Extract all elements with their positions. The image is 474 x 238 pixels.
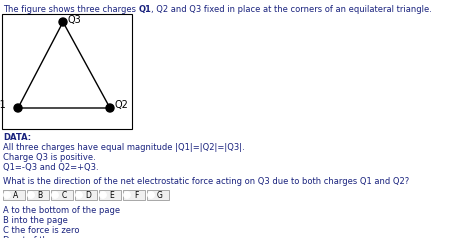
Text: The figure shows three charges: The figure shows three charges xyxy=(3,5,138,14)
Text: Q2: Q2 xyxy=(115,100,129,110)
Circle shape xyxy=(52,192,58,198)
Circle shape xyxy=(27,192,35,198)
Text: C: C xyxy=(61,190,67,199)
Circle shape xyxy=(3,192,10,198)
Text: , Q2 and Q3 fixed in place at the corners of an equilateral triangle.: , Q2 and Q3 fixed in place at the corner… xyxy=(152,5,432,14)
Circle shape xyxy=(147,192,155,198)
Text: All three charges have equal magnitude |Q1|=|Q2|=|Q3|.: All three charges have equal magnitude |… xyxy=(3,143,245,152)
Text: DATA:: DATA: xyxy=(3,133,31,142)
Text: B into the page: B into the page xyxy=(3,216,68,225)
Text: F: F xyxy=(134,190,138,199)
Text: Q1: Q1 xyxy=(0,100,6,110)
Text: G: G xyxy=(157,190,163,199)
Bar xyxy=(123,190,145,200)
Text: What is the direction of the net electrostatic force acting on Q3 due to both ch: What is the direction of the net electro… xyxy=(3,177,409,186)
Text: B: B xyxy=(37,190,43,199)
Bar xyxy=(3,190,25,200)
Circle shape xyxy=(59,18,67,26)
Text: A to the bottom of the page: A to the bottom of the page xyxy=(3,206,120,215)
Text: A: A xyxy=(13,190,18,199)
Circle shape xyxy=(124,192,130,198)
Bar xyxy=(99,190,121,200)
Bar xyxy=(51,190,73,200)
Bar xyxy=(27,190,49,200)
Text: C the force is zero: C the force is zero xyxy=(3,226,80,235)
Bar xyxy=(75,190,97,200)
Bar xyxy=(147,190,169,200)
Text: Q3: Q3 xyxy=(68,15,82,25)
Text: Q1: Q1 xyxy=(138,5,152,14)
Text: Charge Q3 is positive.: Charge Q3 is positive. xyxy=(3,153,96,162)
Text: D: D xyxy=(85,190,91,199)
Text: Q1=-Q3 and Q2=+Q3.: Q1=-Q3 and Q2=+Q3. xyxy=(3,163,99,172)
Text: E: E xyxy=(109,190,114,199)
Circle shape xyxy=(75,192,82,198)
Circle shape xyxy=(100,192,107,198)
Circle shape xyxy=(106,104,114,112)
Text: D out of the page: D out of the page xyxy=(3,236,77,238)
Circle shape xyxy=(14,104,22,112)
Bar xyxy=(2,14,132,129)
